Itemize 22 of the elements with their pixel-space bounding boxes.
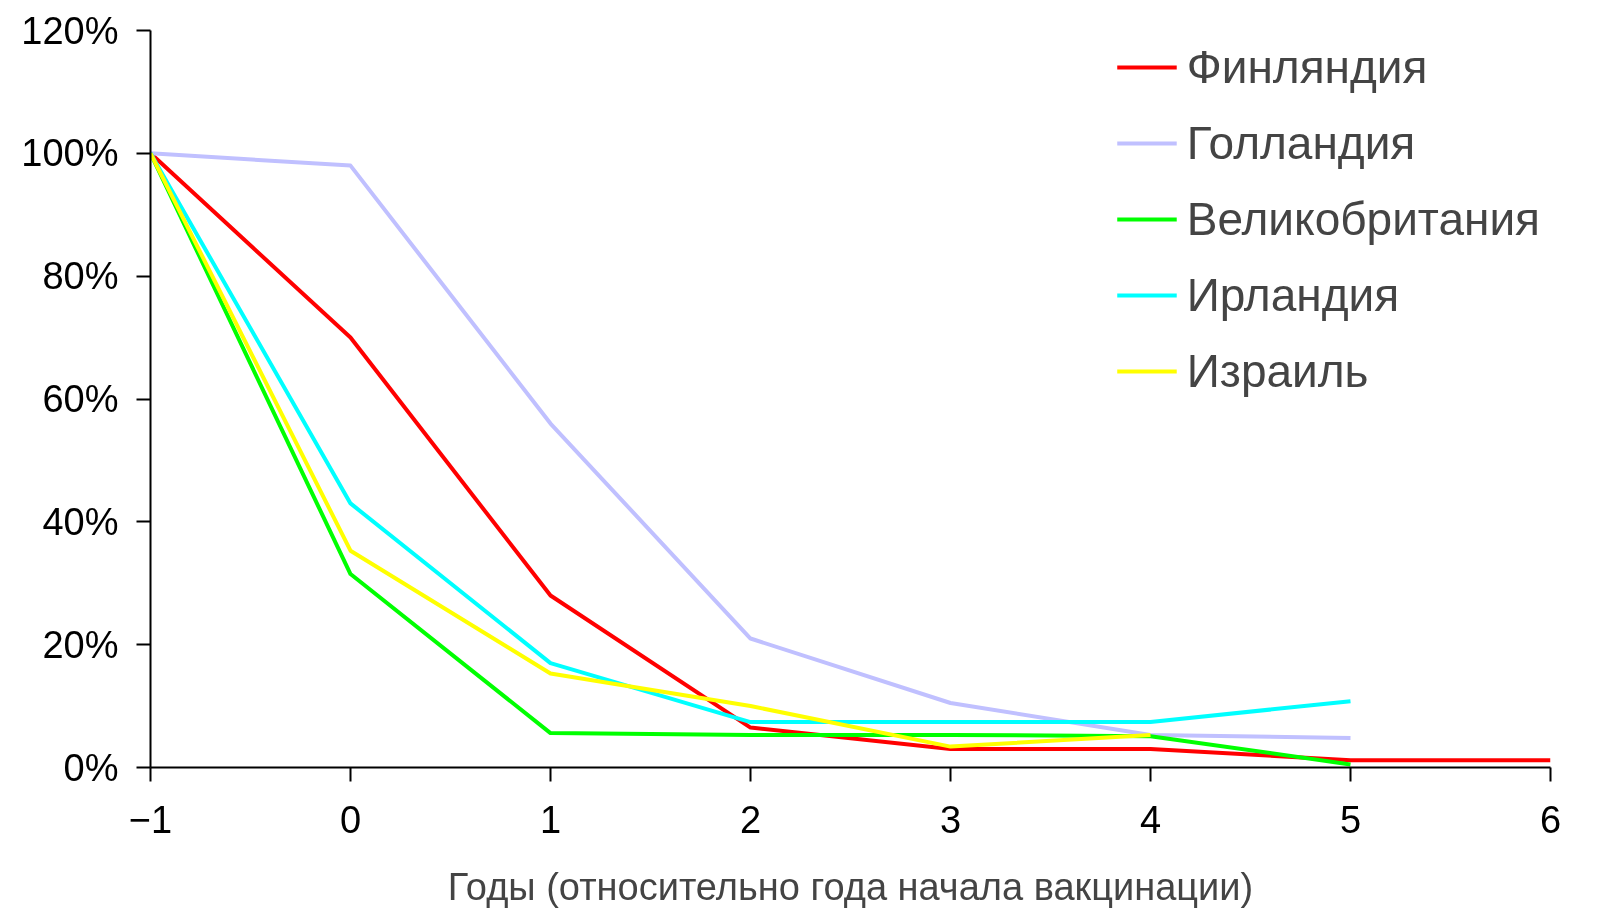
x-tick-label: −1 (128, 798, 173, 841)
x-tick-label: 6 (1539, 798, 1562, 841)
x-tick-label: 2 (739, 798, 762, 841)
x-axis-title: Годы (относительно года начала вакцинации) (447, 865, 1254, 908)
x-tick-label: 3 (939, 798, 962, 841)
y-tick-label: 20% (42, 623, 119, 666)
y-tick-label: 60% (42, 378, 119, 420)
legend-label: Великобритания (1186, 192, 1540, 246)
legend-label: Израиль (1186, 344, 1369, 398)
y-tick-label: 40% (42, 500, 119, 543)
legend-label: Финляндия (1186, 40, 1428, 94)
line-series (150, 151, 1153, 749)
x-tick-label: 5 (1339, 798, 1362, 841)
legend-label: Голландия (1186, 116, 1416, 170)
x-tick-label: 0 (339, 798, 362, 841)
legend-label: Ирландия (1186, 268, 1400, 322)
x-tick-label: 1 (539, 798, 562, 841)
y-tick-label: 0% (63, 746, 119, 789)
x-tick-label: 4 (1139, 798, 1162, 841)
y-tick-label: 120% (21, 9, 119, 52)
y-tick-label: 100% (21, 132, 119, 175)
y-tick-label: 80% (42, 255, 119, 298)
